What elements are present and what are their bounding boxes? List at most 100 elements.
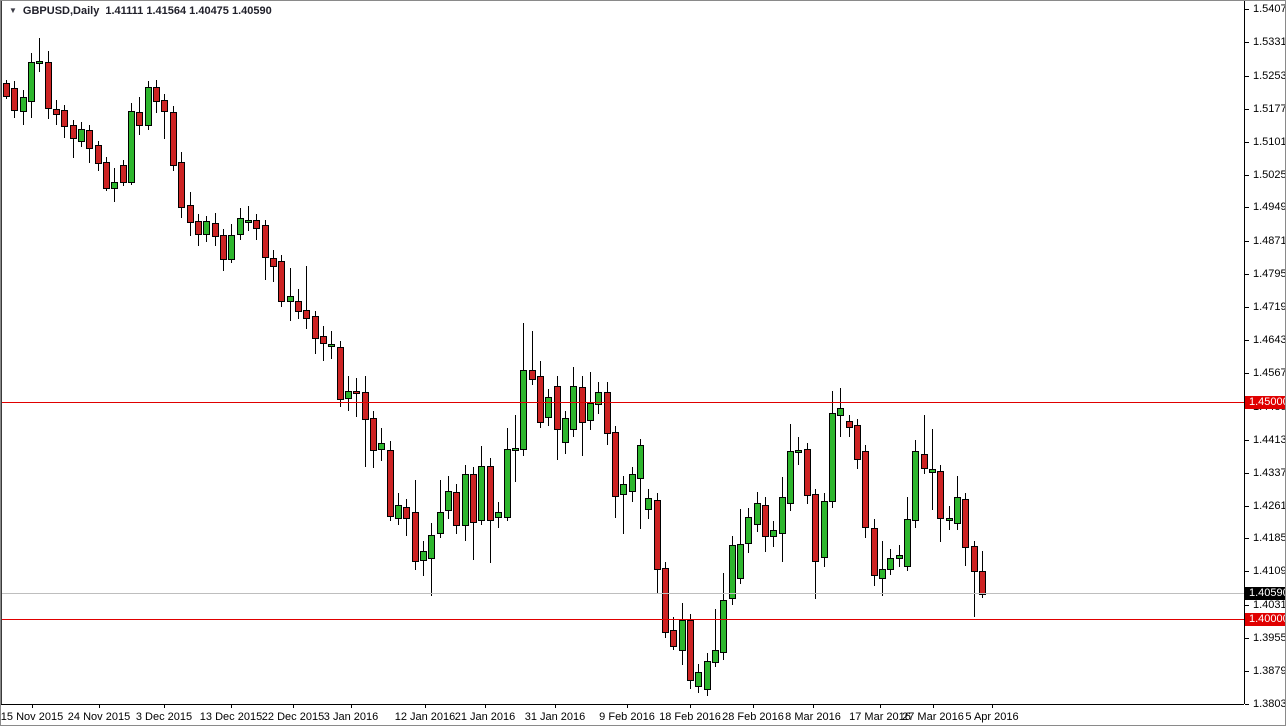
candle-wick [290, 268, 291, 321]
candle-wick [590, 372, 591, 430]
symbol-period-label: GBPUSD,Daily [22, 5, 100, 17]
candle-wick [532, 331, 533, 385]
time-axis-tick [99, 705, 100, 708]
price-axis-label: 1.43370 [1253, 467, 1285, 479]
candle-body [36, 61, 43, 64]
horizontal-level-line[interactable] [2, 619, 1244, 620]
candle-body [61, 110, 68, 127]
candle-body [128, 111, 135, 183]
time-axis-tick [555, 705, 556, 708]
price-axis-tick [1245, 506, 1249, 507]
time-axis-label: 8 Mar 2016 [785, 711, 841, 723]
candle-body [70, 125, 77, 139]
candle-body [712, 650, 719, 663]
price-axis-tick [1245, 704, 1249, 705]
candle-body [837, 408, 844, 416]
candle-body [962, 499, 969, 548]
candle-wick [365, 376, 366, 467]
level-price-tag: 1.40000 [1245, 613, 1285, 626]
candle-body [245, 220, 252, 223]
candle-body [295, 301, 302, 312]
candle-body [704, 661, 711, 690]
candle-body [312, 316, 319, 339]
price-axis-label: 1.41090 [1253, 565, 1285, 577]
bid-price-tag: 1.40590 [1245, 587, 1285, 600]
candle-body [212, 223, 219, 237]
candle-wick [715, 609, 716, 667]
candle-body [328, 344, 335, 347]
candle-wick [39, 38, 40, 72]
horizontal-level-line[interactable] [2, 402, 1244, 403]
price-axis-tick [1245, 340, 1249, 341]
time-axis-tick [351, 705, 352, 708]
candle-body [729, 545, 736, 599]
bid-price-line [2, 593, 1244, 594]
candle-body [161, 100, 168, 112]
candle-body [453, 492, 460, 526]
price-axis[interactable]: 1.54070 1.53310 1.52530 1.51770 1.51010 1.502… [1244, 1, 1285, 710]
candle-body [478, 466, 485, 521]
candle-body [320, 336, 327, 344]
candle-body [403, 507, 410, 519]
panel-toggle-triangle-icon[interactable]: ▼ [9, 6, 17, 15]
candle-body [979, 571, 986, 595]
candle-body [504, 449, 511, 518]
candle-body [20, 97, 27, 112]
price-axis-label: 1.51770 [1253, 103, 1285, 115]
candle-body [345, 391, 352, 399]
price-axis-tick [1245, 142, 1249, 143]
candle-body [604, 392, 611, 434]
candle-wick [306, 266, 307, 329]
price-axis-tick [1245, 671, 1249, 672]
candle-body [303, 310, 310, 319]
candle-body [737, 544, 744, 579]
time-axis-label: 24 Nov 2015 [67, 711, 131, 723]
candle-body [912, 451, 919, 521]
candle-body [178, 162, 185, 208]
price-axis-tick [1245, 571, 1249, 572]
time-axis-label: 28 Feb 2016 [722, 711, 784, 723]
candle-body [387, 450, 394, 517]
time-axis-tick [425, 705, 426, 708]
price-axis-tick [1245, 9, 1249, 10]
candle-body [287, 296, 294, 302]
time-axis-tick [880, 705, 881, 708]
candle-body [370, 418, 377, 451]
candle-body [428, 535, 435, 559]
candle-body [754, 503, 761, 525]
candle-body [412, 512, 419, 562]
price-axis-tick [1245, 207, 1249, 208]
candle-body [437, 512, 444, 534]
candle-body [654, 500, 661, 570]
price-axis-label: 1.50250 [1253, 169, 1285, 181]
price-axis-label: 1.45670 [1253, 367, 1285, 379]
price-axis-tick [1245, 175, 1249, 176]
price-axis-tick [1245, 274, 1249, 275]
candle-body [529, 370, 536, 380]
time-axis-tick [32, 705, 33, 708]
time-axis-tick [293, 705, 294, 708]
candle-wick [882, 541, 883, 596]
price-axis-label: 1.40310 [1253, 599, 1285, 611]
level-price-tag: 1.45000 [1245, 396, 1285, 409]
candle-body [111, 182, 118, 189]
candle-body [762, 505, 769, 537]
candle-body [720, 600, 727, 653]
price-axis-tick [1245, 440, 1249, 441]
candle-body [612, 432, 619, 497]
candle-body [929, 469, 936, 473]
candle-body [896, 555, 903, 559]
candle-body [170, 112, 177, 166]
candle-body [512, 448, 519, 451]
time-axis-label: 22 Dec 2015 [261, 711, 325, 723]
candle-wick [924, 415, 925, 474]
candle-body [687, 620, 694, 681]
time-axis[interactable]: 15 Nov 2015 24 Nov 2015 3 Dec 2015 13 Dec 2… [1, 704, 1244, 725]
chart-plot-area[interactable]: ▼ GBPUSD,Daily 1.41111 1.41564 1.40475 1… [1, 1, 1244, 704]
ohlc-values-label: 1.41111 1.41564 1.40475 1.40590 [105, 5, 272, 17]
time-axis-tick [690, 705, 691, 708]
candle-body [946, 518, 953, 521]
candle-wick [356, 378, 357, 417]
candle-body [570, 386, 577, 430]
time-axis-label: 21 Jan 2016 [454, 711, 516, 723]
